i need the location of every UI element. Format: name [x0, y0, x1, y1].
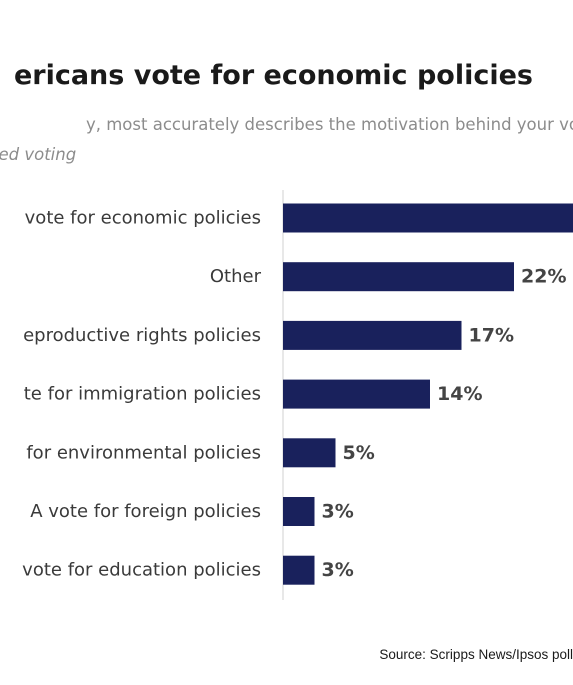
- bar: [283, 497, 315, 526]
- value-label: 22%: [521, 266, 566, 288]
- bar: [283, 320, 462, 350]
- category-label: A vote for foreign policies: [30, 501, 261, 522]
- source-note: Source: Scripps News/Ipsos poll: [379, 647, 573, 662]
- value-label: 14%: [437, 383, 482, 405]
- chart-title: ericans vote for economic policies: [13, 60, 533, 91]
- bar: [283, 438, 336, 468]
- chart-note: ted voting: [0, 145, 77, 164]
- category-label: for environmental policies: [26, 442, 261, 463]
- bar: [283, 555, 315, 585]
- chart-subtitle: y, most accurately describes the motivat…: [85, 115, 573, 134]
- value-label: 3%: [322, 559, 354, 581]
- value-label: 3%: [322, 501, 354, 523]
- category-label: eproductive rights policies: [23, 325, 261, 346]
- bar: [283, 262, 514, 292]
- category-label: Other: [210, 266, 262, 287]
- bar: [283, 203, 573, 233]
- value-label: 17%: [469, 324, 514, 346]
- category-label: te for immigration policies: [24, 384, 261, 405]
- category-label: vote for education policies: [22, 560, 261, 581]
- category-label: vote for economic policies: [25, 208, 261, 229]
- bar: [283, 379, 430, 409]
- value-label: 5%: [343, 442, 375, 464]
